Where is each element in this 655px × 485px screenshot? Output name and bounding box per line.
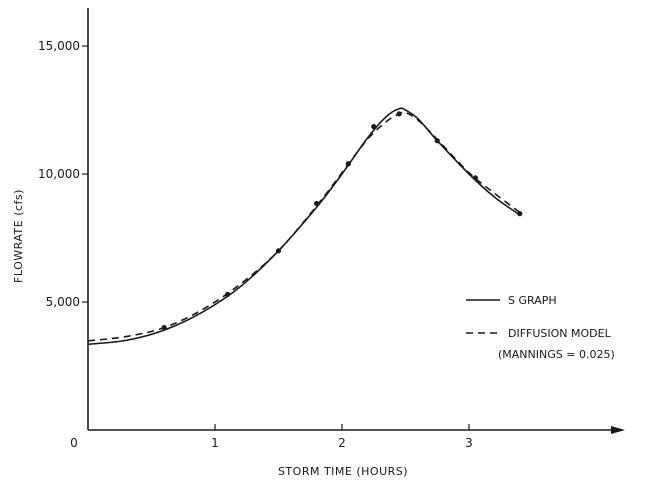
data-point-marker xyxy=(345,161,351,167)
y-tick-label: 10,000 xyxy=(38,167,80,181)
data-point-marker xyxy=(517,211,523,217)
data-point-marker xyxy=(396,111,402,117)
y-tick-label: 5,000 xyxy=(46,295,80,309)
data-point-marker xyxy=(161,325,167,331)
series-line-diffusion-model xyxy=(87,111,521,342)
legend: S GRAPH DIFFUSION MODEL (MANNINGS = 0.02… xyxy=(466,294,615,361)
y-tick-label: 15,000 xyxy=(38,39,80,53)
x-tick-label: 0 xyxy=(70,436,78,450)
data-point-marker xyxy=(371,124,377,130)
series-layer xyxy=(87,107,523,346)
axis-layer: 0 1 2 3 5,000 10,000 15,000 xyxy=(38,8,625,450)
x-tick-label: 2 xyxy=(338,436,346,450)
x-tick-label: 3 xyxy=(465,436,473,450)
legend-note-mannings: (MANNINGS = 0.025) xyxy=(498,348,615,361)
legend-label-s-graph: S GRAPH xyxy=(508,294,557,307)
x-axis-label: STORM TIME (HOURS) xyxy=(278,465,408,478)
y-axis-label: FLOWRATE (cfs) xyxy=(12,189,25,283)
data-point-marker xyxy=(314,200,320,207)
x-axis-arrow xyxy=(611,426,625,434)
series-line-s-graph xyxy=(87,107,521,346)
data-point-marker xyxy=(225,291,231,297)
data-point-marker xyxy=(275,248,282,254)
data-point-marker xyxy=(434,138,440,144)
data-point-marker xyxy=(472,175,478,181)
legend-label-diffusion-model: DIFFUSION MODEL xyxy=(508,327,612,340)
x-tick-label: 1 xyxy=(211,436,219,450)
